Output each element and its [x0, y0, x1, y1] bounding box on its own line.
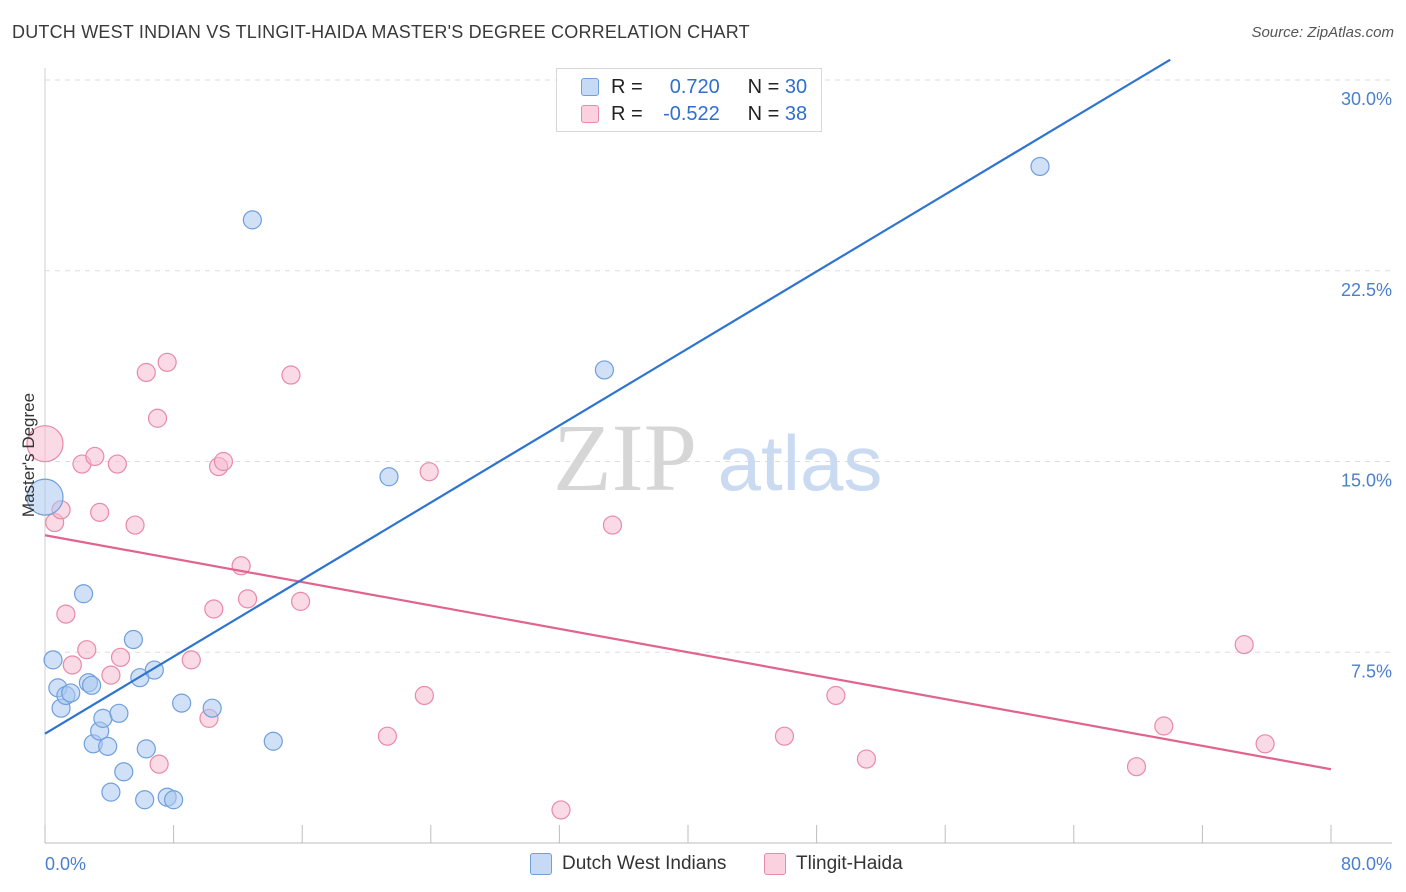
legend-n-label: N = [747, 75, 780, 98]
legend-r-value: 0.720 [669, 75, 720, 98]
point-dutch-west-indians [73, 584, 94, 604]
point-tlingit-haida [77, 640, 97, 660]
point-tlingit-haida [419, 462, 439, 482]
point-tlingit-haida [551, 800, 571, 820]
y-tick-label: 15.0% [1341, 471, 1392, 491]
point-tlingit-haida [1154, 716, 1174, 736]
watermark-zip: ZIP [553, 404, 697, 511]
legend-swatch-blue [530, 853, 552, 875]
y-tick-label: 7.5% [1351, 661, 1392, 681]
x-tick-label: 80.0% [1341, 854, 1392, 874]
trendline-dutch-west-indians [44, 58, 1171, 735]
point-dutch-west-indians [594, 360, 615, 380]
point-tlingit-haida [136, 362, 156, 383]
grid-layer [45, 79, 1392, 653]
legend-n-value: 30 [784, 75, 808, 98]
legend-row-pink: R = -0.522 N = 38 [557, 100, 807, 128]
point-tlingit-haida [107, 454, 127, 474]
tick-layer: 7.5% 15.0% 22.5% 30.0% 0.0% 80.0% [45, 89, 1392, 874]
watermark-atlas: atlas [718, 419, 883, 507]
source-label: Source: ZipAtlas.com [1251, 24, 1394, 41]
legend-r-value: -0.522 [663, 102, 720, 125]
point-dutch-west-indians [242, 210, 262, 230]
point-dutch-west-indians [82, 675, 102, 695]
point-dutch-west-indians [136, 739, 156, 759]
point-dutch-west-indians [1030, 156, 1050, 177]
chart-title: DUTCH WEST INDIAN VS TLINGIT-HAIDA MASTE… [12, 22, 750, 42]
legend-swatch-blue [581, 78, 599, 96]
point-tlingit-haida [181, 650, 201, 670]
point-tlingit-haida [1126, 757, 1147, 777]
legend-label-dutch: Dutch West Indians [562, 853, 727, 874]
legend-row-blue: R = 0.720 N = 30 [557, 73, 807, 101]
point-dutch-west-indians [43, 650, 63, 670]
point-tlingit-haida [157, 352, 177, 372]
y-tick-label: 22.5% [1341, 280, 1392, 300]
point-tlingit-haida [62, 655, 82, 675]
point-dutch-west-indians [164, 790, 184, 810]
legend-swatch-pink [581, 105, 599, 123]
legend-swatch-pink [764, 853, 786, 875]
point-tlingit-haida [774, 726, 795, 746]
point-dutch-west-indians [98, 736, 118, 756]
legend-n-label: N = [747, 102, 780, 125]
point-dutch-west-indians [135, 790, 155, 810]
x-tick-label: 0.0% [45, 854, 86, 874]
point-tlingit-haida [110, 647, 131, 667]
point-tlingit-haida [204, 599, 224, 619]
point-tlingit-haida [602, 515, 623, 535]
bottom-legend-item-dutch: Dutch West Indians [530, 850, 726, 878]
point-tlingit-haida [213, 451, 234, 472]
point-tlingit-haida [1234, 635, 1254, 655]
points-layer [26, 156, 1275, 820]
point-tlingit-haida [101, 665, 121, 685]
point-dutch-west-indians [93, 708, 113, 728]
point-tlingit-haida [1255, 734, 1275, 754]
point-dutch-west-indians [114, 762, 134, 782]
legend-r-label: R = [611, 102, 643, 125]
point-dutch-west-indians [26, 478, 64, 516]
point-dutch-west-indians [202, 698, 222, 718]
point-tlingit-haida [856, 749, 877, 769]
watermark: ZIP atlas [553, 404, 882, 511]
point-dutch-west-indians [109, 703, 129, 723]
bottom-legend-item-tlingit: Tlingit-Haida [764, 850, 903, 878]
point-tlingit-haida [147, 408, 168, 428]
y-axis-label: Master's Degree [19, 393, 38, 517]
point-dutch-west-indians [123, 629, 144, 650]
point-tlingit-haida [290, 591, 311, 611]
trend-layer [44, 58, 1332, 771]
legend-r-label: R = [611, 75, 643, 98]
point-tlingit-haida [237, 589, 258, 609]
point-tlingit-haida [281, 365, 301, 385]
point-tlingit-haida [125, 515, 145, 535]
point-dutch-west-indians [172, 693, 192, 713]
point-dutch-west-indians [101, 782, 121, 802]
legend-n-value: 38 [784, 102, 808, 125]
legend-label-tlingit: Tlingit-Haida [796, 853, 903, 874]
point-dutch-west-indians [61, 683, 81, 703]
point-tlingit-haida [26, 425, 64, 463]
trendline-tlingit-haida [44, 534, 1332, 771]
point-tlingit-haida [85, 446, 105, 467]
point-tlingit-haida [414, 685, 434, 706]
point-dutch-west-indians [379, 467, 399, 487]
point-tlingit-haida [149, 754, 169, 774]
y-tick-label: 30.0% [1341, 89, 1392, 109]
point-tlingit-haida [56, 604, 76, 624]
correlation-legend: R = 0.720 N = 30 R = -0.522 N = 38 [556, 68, 822, 132]
point-tlingit-haida [90, 502, 110, 522]
point-tlingit-haida [826, 685, 846, 706]
point-dutch-west-indians [263, 731, 283, 751]
point-tlingit-haida [377, 726, 397, 746]
